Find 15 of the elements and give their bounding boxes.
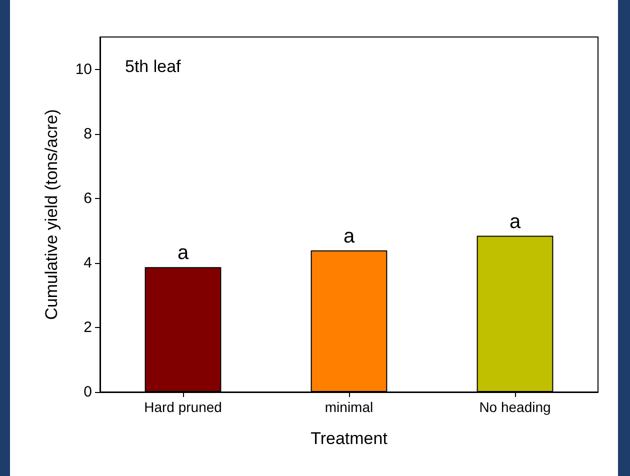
annotation: a (343, 225, 356, 248)
y-tick-label: 8 (84, 125, 92, 142)
x-tick-label: minimal (324, 399, 374, 415)
annotation: a (177, 242, 190, 264)
annotation: 5th leaf (125, 57, 182, 76)
x-axis-title: Treatment (310, 429, 388, 448)
y-tick-label: 4 (84, 254, 92, 272)
x-tick-label: No heading (479, 399, 551, 415)
x-tick-label: Hard pruned (144, 399, 222, 415)
y-tick-label: 6 (84, 190, 92, 207)
y-axis-title: Cumulative yield (tons/acre) (42, 109, 61, 320)
y-tick-label: 0 (84, 384, 92, 400)
y-tick-label: 10 (75, 60, 92, 78)
y-tick-label: 2 (84, 318, 92, 336)
annotation: a (509, 210, 522, 233)
